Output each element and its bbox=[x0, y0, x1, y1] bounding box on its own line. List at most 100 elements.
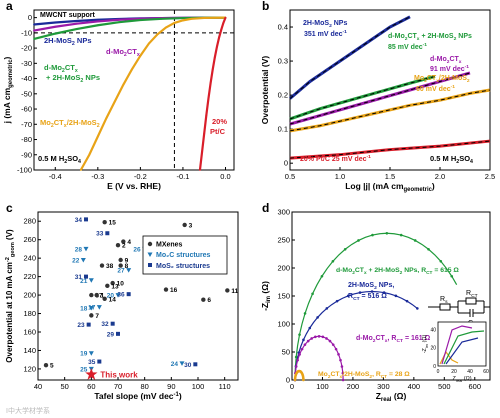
panel-a-legend-combo-1: d-Mo2CTx bbox=[44, 63, 78, 74]
panel-c-point-mxene bbox=[118, 257, 123, 263]
panel-c-y-tick-label: 200 bbox=[23, 291, 36, 300]
panel-d-label-combo: d-Mo2CTx + 2H-MoS2 NPs, RCT = 615 Ω bbox=[336, 267, 459, 276]
panel-a-series-point bbox=[218, 36, 221, 39]
panel-c-point-mos2 bbox=[126, 292, 131, 297]
panel-c-point-mo2c bbox=[88, 306, 94, 311]
panel-d-point bbox=[341, 378, 345, 382]
panel-c-point-mxene bbox=[105, 283, 110, 289]
panel-c-point-mxene bbox=[102, 296, 107, 301]
panel-c-y-tick-label: 260 bbox=[23, 235, 36, 244]
panel-c-point-mos2 bbox=[86, 322, 91, 327]
panel-a-series-point bbox=[173, 22, 176, 24]
panel-a-series-point bbox=[201, 150, 203, 153]
panel-a-y-tick-label: -20 bbox=[21, 44, 32, 53]
panel-a-y-tick-label: -70 bbox=[21, 120, 32, 129]
panel-b-label-2h: 2H-MoS2 NPs bbox=[303, 20, 347, 29]
panel-c-point-mxene bbox=[89, 292, 94, 298]
panel-c-point-label: 8 bbox=[125, 263, 129, 270]
panel-d-xlabel: Zreal (Ω) bbox=[376, 391, 407, 403]
panel-c-point-label: 11 bbox=[231, 288, 238, 295]
panel-c-point-mos2 bbox=[84, 274, 88, 279]
panel-b-label-dmo: d-Mo2CTx bbox=[430, 56, 462, 65]
panel-d-fit-line bbox=[294, 370, 305, 381]
panel-a-y-tick-label: -90 bbox=[21, 150, 32, 159]
panel-b-fit-line bbox=[289, 72, 471, 125]
panel-a-series-point bbox=[207, 97, 210, 100]
panel-d-inset-xlabel: Zreal (Ω) bbox=[452, 376, 471, 383]
panel-c-ylabel: Overpotential at 10 mA cm-2geom (V) bbox=[5, 229, 16, 363]
panel-a-series-point bbox=[182, 17, 184, 19]
panel-b-slope-dmo: 91 mV dec-1 bbox=[430, 64, 469, 73]
panel-a-series-point bbox=[213, 56, 216, 59]
panel-b-y-tick-label: 0.2 bbox=[278, 91, 288, 100]
panel-d-x-tick-label: 600 bbox=[469, 382, 482, 391]
panel-b-fit-line bbox=[289, 75, 436, 120]
panel-d-y-tick-label: 100 bbox=[277, 320, 290, 329]
panel-c-point-mos2 bbox=[193, 362, 198, 367]
panel-c-point-label: 26 bbox=[133, 246, 141, 253]
panel-a-x-tick-label: -0.3 bbox=[91, 172, 104, 181]
panel-c-point-label: 29 bbox=[107, 331, 115, 338]
panel-d-circuit-rct-label: RCT bbox=[466, 290, 478, 299]
panel-a-series-point bbox=[139, 54, 142, 57]
panel-a-series-line bbox=[33, 16, 226, 32]
panel-c-point-label: 35 bbox=[88, 359, 96, 366]
panel-d-x-tick-label: 0 bbox=[290, 382, 294, 391]
panel-c-point-label: 23 bbox=[77, 322, 85, 329]
panel-b-x-tick-label: 1.0 bbox=[335, 172, 345, 181]
panel-c-point-label: 25 bbox=[80, 366, 88, 373]
panel-c-legend-mxene: MXenes bbox=[156, 242, 183, 249]
panel-c-point-label: 15 bbox=[109, 220, 117, 227]
panel-d-fit-line bbox=[294, 290, 418, 381]
panel-b-x-tick-label: 1.5 bbox=[385, 172, 395, 181]
panel-a-y-tick-label: -50 bbox=[21, 89, 32, 98]
panel-c-point-mxene bbox=[89, 313, 94, 318]
panel-d-y-tick-label: 0 bbox=[286, 376, 290, 385]
panel-d-x-tick-label: 300 bbox=[377, 382, 390, 391]
panel-a-series-point bbox=[203, 17, 206, 19]
panel-b-series-line bbox=[289, 15, 411, 100]
panel-b-y-tick-label: 0 bbox=[284, 159, 288, 168]
panel-b-fit-line bbox=[289, 16, 411, 99]
panel-a-series-point bbox=[224, 16, 227, 19]
panel-c-point-mxene bbox=[102, 219, 107, 225]
panel-c-point-label: 33 bbox=[96, 231, 104, 238]
panel-a-series-point bbox=[156, 33, 159, 36]
panel-b-letter: b bbox=[262, 0, 269, 13]
panel-c-point-mxene bbox=[201, 297, 206, 302]
panel-a-series-point bbox=[75, 20, 78, 22]
panel-d-inset-arc bbox=[441, 325, 473, 365]
panel-b-y-tick-label: 0.3 bbox=[278, 57, 288, 66]
panel-a-legend-pt-2: Pt/C bbox=[210, 127, 226, 136]
panel-c-point-mo2c bbox=[115, 293, 121, 298]
panel-c-point-label: 36 bbox=[117, 292, 125, 299]
panel-d-y-tick-label: 250 bbox=[277, 236, 290, 245]
panel-a-legend-mo2ctx: Mo2CTx/2H-MoS2 bbox=[40, 118, 100, 129]
panel-a-series-point bbox=[75, 28, 78, 30]
panel-d-inset-y-tick: 0 bbox=[433, 364, 436, 370]
panel-c-point-mos2 bbox=[116, 331, 120, 336]
panel-c-xlabel: Tafel slope (mV dec-1) bbox=[94, 391, 181, 401]
panel-a-y-tick-label: -10 bbox=[21, 28, 32, 37]
panel-a-series-line bbox=[79, 16, 226, 171]
panel-b-slope-combo: 85 mV dec-1 bbox=[388, 42, 427, 51]
panel-c-legend-marker-mos2 bbox=[148, 263, 152, 267]
panel-c-point-label: 31 bbox=[75, 274, 83, 281]
panel-a-series-point bbox=[33, 29, 35, 32]
panel-a-legend-pt-1: 20% bbox=[212, 117, 227, 126]
panel-c-legend-mos2: MoS₂ structures bbox=[156, 263, 210, 270]
panel-b-slope-mo2ctx: 60 mV dec-1 bbox=[416, 84, 455, 93]
panel-c-x-tick-label: 70 bbox=[114, 382, 122, 391]
panel-a-series-point bbox=[122, 83, 125, 86]
panel-c-point-mxene bbox=[225, 288, 230, 293]
panel-d-ylabel: -Zim (Ω) bbox=[260, 281, 272, 311]
panel-b-x-tick-label: 2.0 bbox=[435, 172, 445, 181]
panel-c-x-tick-label: 60 bbox=[87, 382, 95, 391]
panel-d-fit-line bbox=[294, 335, 344, 381]
panel-c-point-label: 27 bbox=[117, 268, 125, 275]
panel-c-x-tick-label: 50 bbox=[60, 382, 68, 391]
panel-c-letter: c bbox=[6, 201, 13, 215]
panel-a-series-point bbox=[205, 114, 208, 117]
panel-c-point-label: 16 bbox=[170, 287, 178, 294]
panel-a-series-point bbox=[211, 68, 214, 71]
